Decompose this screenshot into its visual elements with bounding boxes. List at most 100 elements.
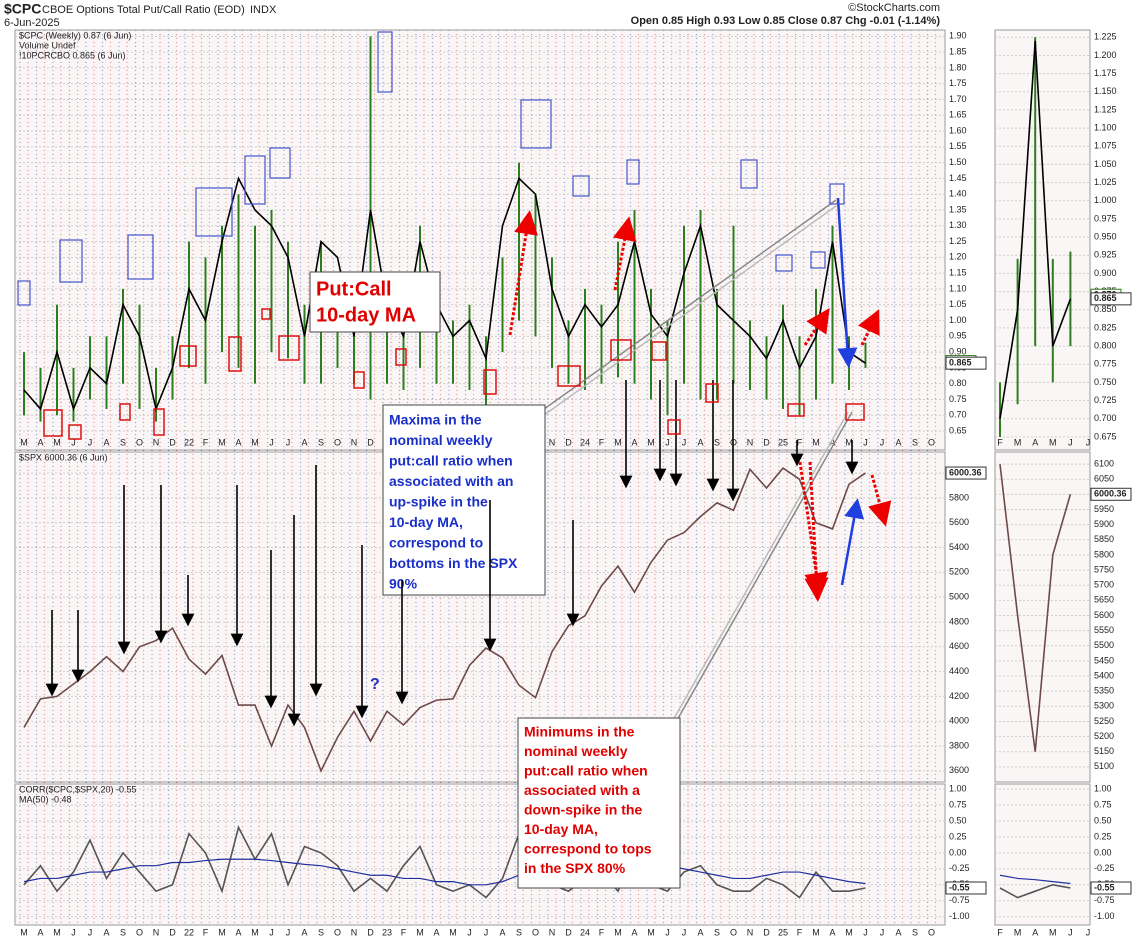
- x-tick-label: M: [251, 927, 259, 937]
- highlight-box: [119, 403, 131, 421]
- axis-tag: 0.865: [1094, 293, 1117, 303]
- x-tick-label: S: [318, 927, 324, 937]
- x-tick-label: F: [599, 927, 605, 937]
- series-line: [23, 176, 866, 412]
- y-tick-label: 5800: [1094, 549, 1114, 559]
- x-tick-label: N: [747, 437, 754, 447]
- y-tick-label: 1.175: [1094, 68, 1117, 78]
- series-line: [999, 40, 1072, 419]
- highlight-box: [810, 251, 826, 269]
- y-tick-label: 1.20: [949, 252, 967, 262]
- axis-tag-box: [1090, 292, 1132, 306]
- annotation-line: nominal weekly: [524, 743, 628, 759]
- y-tick-label: 0.50: [949, 815, 967, 825]
- y-tick-label: 1.75: [949, 78, 967, 88]
- x-tick-label: J: [269, 927, 274, 937]
- y-tick-label: 1.15: [949, 268, 967, 278]
- x-tick-label: S: [714, 927, 720, 937]
- x-tick-label: A: [235, 927, 241, 937]
- x-tick-label: N: [351, 437, 358, 447]
- arrow: [612, 216, 637, 291]
- highlight-box: [572, 175, 590, 197]
- x-tick-label: A: [301, 927, 307, 937]
- arrow: [804, 461, 829, 602]
- arrow: [836, 197, 858, 368]
- y-tick-label: 1.50: [949, 157, 967, 167]
- x-tick-label: J: [863, 437, 868, 447]
- annotation-line: in the SPX 80%: [524, 860, 626, 876]
- y-tick-label: 1.85: [949, 46, 967, 56]
- x-tick-label: O: [730, 927, 737, 937]
- y-tick-label: 0.950: [1094, 231, 1117, 241]
- y-tick-label: 1.25: [949, 236, 967, 246]
- x-tick-label: D: [565, 437, 572, 447]
- y-tick-label: 5650: [1094, 595, 1114, 605]
- x-tick-label: A: [631, 437, 637, 447]
- x-tick-label: F: [997, 437, 1003, 447]
- axis-tag: 0.865: [949, 358, 972, 368]
- x-tick-label: M: [449, 927, 457, 937]
- legend-entry: !10PCRCBO 0.865 (6 Jun): [19, 50, 126, 60]
- y-tick-label: 0.800: [1094, 340, 1117, 350]
- x-tick-label: O: [334, 927, 341, 937]
- y-tick-label: 1.000: [1094, 195, 1117, 205]
- y-tick-label: 1.200: [1094, 50, 1117, 60]
- y-tick-label: 1.05: [949, 299, 967, 309]
- y-tick-label: 0.750: [1094, 377, 1117, 387]
- x-tick-label: F: [203, 437, 209, 447]
- series-line: [999, 883, 1071, 899]
- y-tick-label: 5900: [1094, 519, 1114, 529]
- series-line: [999, 874, 1071, 885]
- panel-bg: [994, 451, 1091, 783]
- connector: [539, 205, 837, 419]
- x-tick-label: A: [631, 927, 637, 937]
- annotation-line: Put:Call: [316, 278, 392, 300]
- highlight-box: [278, 335, 300, 361]
- annotation-line: associated with a: [524, 782, 640, 798]
- y-tick-label: 0.725: [1094, 395, 1117, 405]
- x-tick-label: J: [682, 927, 687, 937]
- y-tick-label: 1.40: [949, 189, 967, 199]
- x-tick-label: 24: [580, 927, 590, 937]
- axis-tag-box: [1090, 881, 1132, 895]
- panel-bg: [994, 783, 1091, 926]
- y-tick-label: 1.90: [949, 31, 967, 41]
- highlight-box: [261, 308, 271, 320]
- x-tick-label: F: [599, 437, 605, 447]
- y-tick-label: 0.700: [1094, 413, 1117, 423]
- annotation-line: 90%: [389, 576, 418, 592]
- y-tick-label: 1.10: [949, 283, 967, 293]
- x-tick-label: J: [1086, 927, 1091, 937]
- highlight-box: [43, 409, 63, 437]
- x-tick-label: D: [565, 927, 572, 937]
- y-tick-label: 1.80: [949, 62, 967, 72]
- x-tick-label: J: [286, 437, 291, 447]
- highlight-box: [17, 280, 31, 306]
- legend-entry: $SPX 6000.36 (6 Jun): [19, 452, 108, 462]
- annotation-line: up-spike in the: [389, 494, 488, 510]
- panel: 5100 5150 5200 5250 5300 5350 5400 5450 5500 5550…: [994, 451, 1132, 783]
- y-tick-label: 1.35: [949, 204, 967, 214]
- x-tick-label: M: [1014, 927, 1022, 937]
- x-tick-label: M: [218, 927, 226, 937]
- highlight-box: [667, 419, 681, 435]
- y-tick-label: 0.00: [949, 847, 967, 857]
- y-tick-label: 1.30: [949, 220, 967, 230]
- arrow: [840, 498, 865, 586]
- x-tick-label: M: [1014, 437, 1022, 447]
- x-tick-label: 22: [184, 437, 194, 447]
- y-tick-label: 1.025: [1094, 177, 1117, 187]
- highlight-box: [153, 408, 165, 436]
- y-tick-label: 1.075: [1094, 141, 1117, 151]
- x-tick-label: J: [88, 437, 93, 447]
- highlight-box: [557, 365, 581, 387]
- panel: 1.000.750.500.250.00-0.25-0.50-0.75-1.00…: [14, 783, 987, 937]
- x-tick-label: 24: [580, 437, 590, 447]
- x-tick-label: O: [928, 437, 935, 447]
- y-tick-label: -1.00: [1094, 911, 1115, 921]
- y-tick-label: -1.00: [949, 911, 970, 921]
- y-tick-label: 1.00: [949, 315, 967, 325]
- x-tick-label: F: [203, 927, 209, 937]
- x-tick-label: S: [714, 437, 720, 447]
- y-tick-label: 5850: [1094, 534, 1114, 544]
